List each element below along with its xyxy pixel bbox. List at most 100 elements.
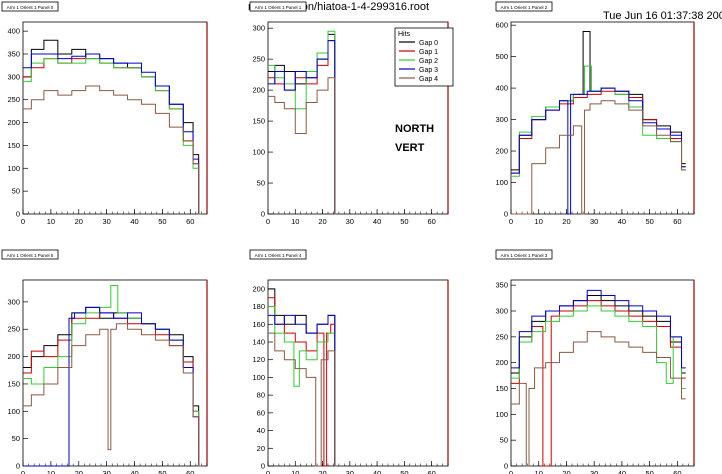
y-tick-label: 300: [495, 115, 508, 124]
legend-title: Hits: [398, 31, 411, 38]
y-tick-label: 0: [504, 462, 508, 471]
y-tick-label: 120: [252, 355, 265, 364]
y-tick-label: 300: [7, 72, 20, 81]
y-tick-label: 200: [252, 86, 265, 95]
x-tick-label: 30: [346, 217, 354, 226]
panel-title: Arm 1 Orient 1 Panel 4: [255, 253, 302, 258]
y-tick-label: 400: [7, 27, 20, 36]
legend-entry: Gap 4: [419, 76, 438, 83]
y-tick-label: 300: [252, 24, 265, 33]
panel-title: Arm 1 Orient 1 Panel 3: [501, 253, 548, 258]
panel-title: Arm 1 Orient 1 Panel 0: [7, 5, 54, 10]
y-tick-label: 300: [495, 307, 508, 316]
series-line-gap-4: [511, 100, 686, 215]
y-tick-label: 0: [16, 462, 20, 471]
y-tick-label: 250: [7, 95, 20, 104]
y-tick-label: 300: [7, 297, 20, 306]
panel-title-box: [249, 249, 307, 260]
series-line-gap-0: [511, 30, 686, 171]
series-line-gap-2: [511, 305, 686, 389]
x-tick-label: 0: [21, 469, 25, 474]
x-tick-label: 30: [102, 469, 110, 474]
series-line-gap-2: [23, 58, 202, 215]
y-tick-label: 0: [504, 210, 508, 219]
x-tick-label: 50: [158, 469, 166, 474]
x-tick-label: 20: [75, 217, 83, 226]
y-tick-label: 180: [252, 302, 265, 311]
y-tick-label: 60: [257, 408, 265, 417]
x-tick-label: 50: [400, 469, 408, 474]
y-tick-label: 50: [12, 187, 20, 196]
series-line-gap-1: [23, 53, 202, 215]
series-line-gap-1: [268, 297, 337, 467]
x-tick-label: 40: [618, 217, 626, 226]
y-tick-label: 100: [7, 407, 20, 416]
x-tick-label: 0: [266, 217, 270, 226]
arm-side-label: NORTH: [395, 123, 434, 135]
y-tick-label: 200: [7, 118, 20, 127]
series-line-gap-3: [23, 53, 202, 215]
y-tick-label: 140: [252, 338, 265, 347]
y-tick-label: 100: [495, 178, 508, 187]
series-line-gap-0: [268, 33, 337, 215]
panel-title-box: [495, 1, 553, 12]
series-line-gap-4: [268, 332, 337, 467]
y-tick-label: 200: [495, 358, 508, 367]
legend-entry: Gap 1: [419, 49, 438, 56]
series-line-gap-0: [268, 288, 337, 467]
x-tick-label: 0: [266, 469, 270, 474]
y-tick-label: 50: [257, 179, 265, 188]
x-tick-label: 20: [562, 217, 570, 226]
x-tick-label: 40: [618, 469, 626, 474]
x-tick-label: 40: [373, 217, 381, 226]
panel-title-box: [1, 1, 59, 12]
x-tick-label: 10: [47, 469, 55, 474]
y-tick-label: 600: [495, 21, 508, 30]
series-line-gap-1: [511, 300, 686, 467]
x-tick-label: 50: [645, 469, 653, 474]
y-tick-label: 250: [495, 332, 508, 341]
x-tick-label: 20: [562, 469, 570, 474]
series-line-gap-0: [23, 306, 202, 467]
y-tick-label: 100: [252, 373, 265, 382]
x-tick-label: 30: [590, 217, 598, 226]
x-tick-label: 60: [427, 217, 435, 226]
y-tick-label: 350: [7, 50, 20, 59]
x-tick-label: 10: [535, 469, 543, 474]
y-tick-label: 0: [261, 462, 265, 471]
panel-title-box: [1, 249, 59, 260]
y-tick-label: 250: [252, 55, 265, 64]
y-tick-label: 0: [261, 210, 265, 219]
y-tick-label: 100: [495, 410, 508, 419]
panel-title: Arm 1 Orient 1 Panel 2: [501, 5, 548, 10]
series-line-gap-0: [511, 295, 686, 374]
y-tick-label: 20: [257, 444, 265, 453]
panel-title-box: [249, 1, 307, 12]
x-tick-label: 30: [590, 469, 598, 474]
legend-entry: Gap 2: [419, 58, 438, 65]
y-tick-label: 100: [7, 164, 20, 173]
x-tick-label: 0: [509, 217, 513, 226]
x-tick-label: 20: [318, 217, 326, 226]
y-tick-label: 50: [500, 436, 508, 445]
panel-title: Arm 1 Orient 1 Panel 1: [255, 5, 302, 10]
x-tick-label: 50: [645, 217, 653, 226]
y-tick-label: 40: [257, 426, 265, 435]
series-line-gap-3: [23, 306, 202, 467]
y-tick-label: 150: [7, 379, 20, 388]
orientation-label: VERT: [395, 142, 425, 154]
y-tick-label: 200: [495, 147, 508, 156]
series-line-gap-4: [511, 331, 686, 467]
panel-title: Arm 1 Orient 1 Panel 5: [7, 253, 54, 258]
y-tick-label: 150: [252, 117, 265, 126]
series-line-gap-1: [268, 40, 337, 215]
x-tick-label: 0: [509, 469, 513, 474]
y-tick-label: 200: [7, 352, 20, 361]
panel-title-box: [495, 249, 553, 260]
y-tick-label: 250: [7, 325, 20, 334]
x-tick-label: 0: [21, 217, 25, 226]
series-line-gap-3: [511, 87, 686, 215]
series-line-gap-2: [268, 306, 337, 467]
x-tick-label: 30: [346, 469, 354, 474]
